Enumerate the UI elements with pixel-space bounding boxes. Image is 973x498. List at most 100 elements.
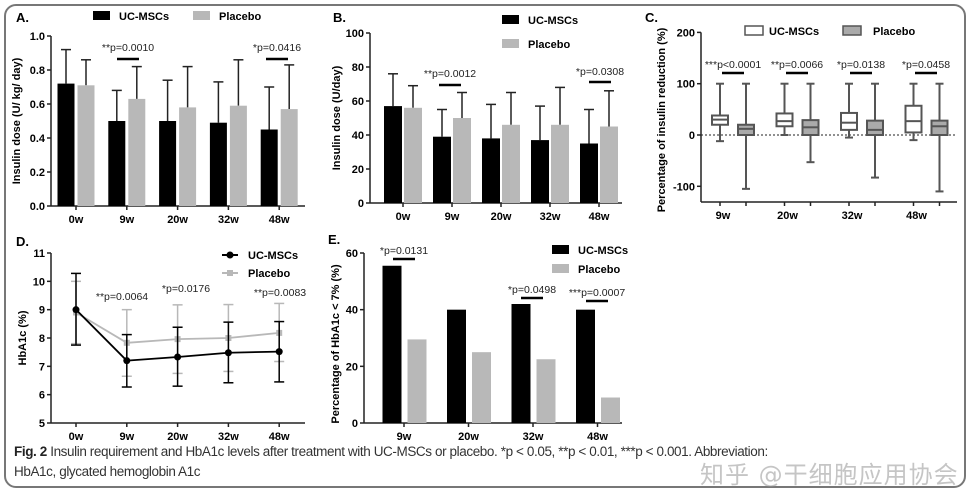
bar-uc-mscs [531,140,549,203]
y-tick-label: 0.6 [30,99,45,111]
y-tick-label: 40 [346,305,358,317]
data-point [224,349,232,357]
y-axis-title: HbA1c (%) [17,310,29,365]
x-tick-label: 9w [445,211,460,223]
x-tick-label: 20w [491,211,512,223]
y-axis-title: Percentage of insulin reduction (%) [656,27,668,212]
panel-c: C. -100 0 100 200 Percentage of insulin reduc… [645,10,957,222]
legend-label-placebo: Placebo [248,268,290,280]
bar-uc-mscs [57,83,75,206]
legend-swatch [744,25,764,36]
x-tick-label: 9w [397,431,412,440]
y-tick-label: 0.4 [30,133,46,145]
box-placebo [866,119,884,137]
panel-a: A. 0.0 0.2 0.4 0.6 0.8 1.0 Insulin dose (U/ kg/… [11,10,305,226]
figure-panels: A. 0.0 0.2 0.4 0.6 0.8 1.0 Insulin dose (U/ kg/… [11,10,957,440]
legend-swatch [502,39,519,48]
panel-label: C. [645,10,658,25]
x-tick-label: 0w [69,214,84,226]
bar-placebo [407,339,427,423]
legend-swatch [552,245,569,254]
box-uc-mscs [775,112,794,128]
legend-label-uc-mscs: UC-MSCs [769,26,819,38]
bar-uc-mscs [482,138,500,203]
p-value-annotation: **p=0.0083 [254,287,306,299]
figure-frame [4,4,966,488]
x-tick-label: 32w [218,214,239,226]
p-value-annotation: **p=0.0010 [102,42,154,54]
y-tick-label: 0 [352,418,358,430]
p-value-annotation: *p=0.0416 [253,42,301,54]
bar-placebo [280,109,298,206]
y-tick-label: 0.2 [30,167,45,179]
legend-label-uc-mscs: UC-MSCs [248,250,298,262]
p-value-annotation: *p=0.0176 [162,283,210,295]
x-tick-label: 0w [396,211,411,223]
y-tick-label: 0.0 [30,201,45,213]
y-tick-label: 6 [39,390,45,402]
bar-uc-mscs [384,106,402,203]
data-point [123,357,131,365]
bar-placebo [600,126,618,203]
x-tick-label: 20w [167,214,188,226]
panel-b: B. 0 20 40 60 80 100 Insulin dose (U/day) 0w 9w 20… [331,10,624,223]
bar-uc-mscs [580,143,598,203]
y-axis-title: Insulin dose (U/ kg/ day) [11,57,23,184]
x-tick-label: 48w [587,431,608,440]
figure-label: Fig. 2 [14,444,47,459]
p-value-annotation: **p=0.0066 [771,59,823,71]
panel-label: A. [16,10,29,25]
bar-uc-mscs [260,129,278,206]
y-tick-label: 200 [677,27,695,39]
box-uc-mscs [840,111,858,131]
figure-caption-line1: Fig. 2 Insulin requirement and HbA1c lev… [14,444,768,459]
y-axis-title: Percentage of HbA1c < 7% (%) [330,264,342,424]
bar-placebo [179,107,197,206]
bar-placebo [128,98,146,206]
y-tick-label: 11 [33,248,45,260]
x-tick-label: 48w [589,211,610,223]
legend-label-placebo: Placebo [873,26,915,38]
panel-e: E. 0 20 40 60 Percentage of HbA1c < 7% (%) 9w 2… [328,232,628,440]
legend-swatch [842,25,862,36]
legend-swatch [93,11,110,20]
x-tick-label: 20w [167,431,188,440]
x-tick-label: 48w [269,431,290,440]
bar-placebo [551,124,569,203]
y-tick-label: 40 [352,130,364,142]
panel-label: D. [16,234,29,249]
bar-uc-mscs [382,265,402,423]
watermark: 知乎 @干细胞应用协会 [700,461,959,489]
y-tick-label: 7 [39,361,45,373]
data-point [275,348,283,356]
y-tick-label: 60 [352,96,364,108]
p-value-annotation: **p=0.0012 [424,68,476,80]
x-tick-label: 32w [523,431,544,440]
y-tick-label: 8 [39,333,45,345]
bar-placebo [453,118,471,203]
y-tick-label: 20 [352,164,364,176]
y-tick-label: 100 [346,28,364,40]
bar-placebo [77,85,95,206]
caption-text: Insulin requirement and HbA1c levels aft… [50,444,768,459]
bar-placebo [229,105,247,206]
y-tick-label: 100 [677,79,695,91]
panel-label: E. [328,232,340,247]
bar-placebo [601,397,620,423]
bar-uc-mscs [159,121,177,206]
legend-swatch [502,15,519,24]
y-tick-label: 60 [346,248,358,260]
x-tick-label: 9w [716,210,731,222]
bar-uc-mscs [108,121,126,206]
legend-label-placebo: Placebo [219,11,261,23]
x-tick-label: 9w [119,214,134,226]
legend-swatch [552,264,569,273]
bar-uc-mscs [511,304,531,423]
y-tick-label: 0 [689,130,695,142]
y-tick-label: 80 [352,62,364,74]
y-tick-label: 20 [346,361,358,373]
x-tick-label: 0w [69,431,84,440]
x-tick-label: 48w [906,210,927,222]
panel-label: B. [333,10,346,25]
bar-uc-mscs [576,309,595,423]
